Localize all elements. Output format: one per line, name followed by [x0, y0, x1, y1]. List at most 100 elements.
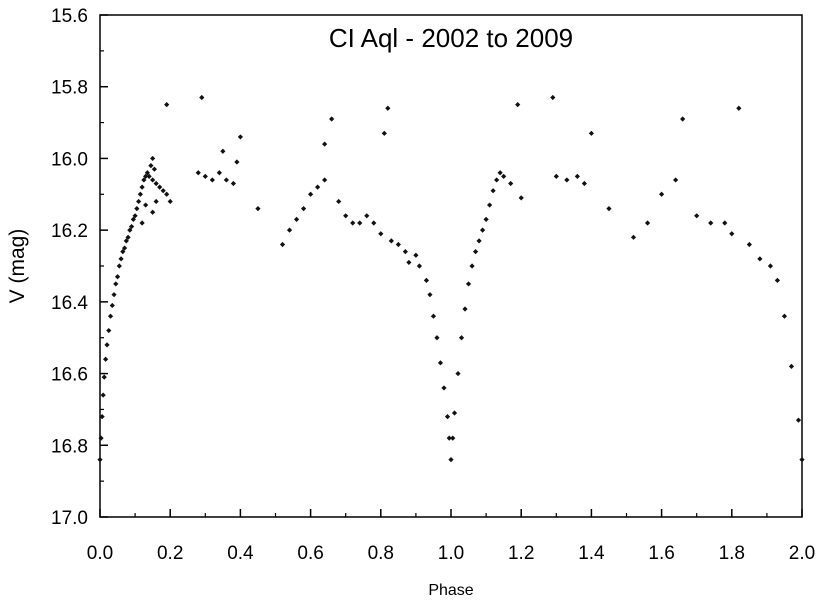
data-point	[515, 102, 521, 108]
data-point	[350, 220, 356, 226]
data-point	[767, 263, 774, 269]
data-point	[385, 105, 391, 111]
x-tick-label: 1.8	[719, 543, 745, 564]
data-point	[606, 206, 612, 212]
data-point	[781, 313, 788, 319]
data-point	[553, 173, 559, 179]
data-point	[101, 374, 107, 380]
data-point	[364, 213, 370, 219]
data-point	[136, 198, 142, 205]
data-point	[508, 180, 514, 187]
data-point	[450, 435, 456, 441]
data-point	[434, 335, 440, 341]
data-point	[483, 216, 489, 222]
data-point	[518, 195, 524, 201]
data-point	[123, 238, 129, 244]
data-point	[774, 277, 781, 283]
data-point	[680, 116, 686, 122]
data-point	[574, 173, 580, 179]
x-tick-label: 2.0	[789, 543, 815, 564]
x-axis-title: Phase	[428, 582, 473, 599]
data-point	[98, 435, 104, 441]
data-point	[630, 234, 637, 240]
data-point	[150, 209, 156, 215]
data-point	[99, 414, 105, 420]
data-point	[279, 241, 286, 248]
x-tick-label: 1.2	[508, 543, 534, 564]
data-point	[286, 227, 293, 233]
y-axis-title: V (mag)	[6, 229, 29, 304]
y-tick-label: 17.0	[51, 508, 88, 529]
x-tick-label: 0.8	[368, 543, 394, 564]
data-point	[448, 457, 454, 463]
data-point	[494, 177, 500, 183]
data-point	[476, 238, 482, 244]
data-point	[153, 180, 159, 187]
data-point	[116, 263, 122, 269]
data-point	[315, 184, 321, 190]
data-point	[202, 173, 208, 179]
data-point	[322, 141, 328, 147]
data-point	[446, 435, 452, 441]
data-point	[795, 417, 802, 423]
data-point	[430, 313, 437, 319]
data-point	[588, 130, 594, 136]
data-point	[722, 220, 728, 226]
data-point	[139, 184, 145, 190]
data-point	[128, 223, 135, 230]
y-tick-label: 16.2	[51, 221, 88, 242]
data-point	[167, 198, 173, 205]
data-point	[413, 252, 419, 258]
x-tick-label: 0.4	[227, 543, 254, 564]
data-point	[199, 94, 205, 101]
data-point	[550, 94, 556, 101]
data-points	[97, 94, 805, 463]
data-point	[402, 249, 408, 255]
y-tick-label: 16.6	[51, 365, 88, 386]
data-point	[195, 170, 201, 176]
data-point	[329, 116, 335, 122]
data-point	[220, 148, 226, 154]
data-point	[160, 188, 166, 194]
data-point	[487, 202, 493, 208]
data-point	[146, 173, 152, 179]
data-point	[100, 392, 106, 398]
data-point	[788, 363, 795, 369]
data-point	[308, 191, 314, 197]
data-point	[144, 170, 150, 176]
data-point	[441, 385, 447, 391]
data-point	[237, 134, 243, 140]
data-point	[673, 177, 679, 183]
data-point	[293, 216, 300, 222]
data-point	[336, 198, 342, 205]
data-point	[581, 180, 587, 187]
data-point	[564, 177, 570, 183]
y-axis: 15.6 15.8 16.0 16.2 16.4 16.6 16.8 17.0	[51, 6, 108, 529]
data-point	[300, 206, 307, 212]
data-point	[322, 177, 328, 183]
y-tick-label: 15.8	[51, 78, 88, 99]
data-point	[378, 231, 384, 237]
y-tick-label: 15.6	[51, 6, 88, 27]
data-point	[118, 256, 124, 262]
data-point	[388, 238, 394, 244]
data-point	[230, 180, 236, 187]
data-point	[736, 105, 742, 111]
data-point	[104, 342, 110, 348]
data-point	[659, 191, 665, 197]
data-point	[423, 277, 430, 283]
data-point	[111, 292, 117, 298]
x-tick-label: 0.6	[297, 543, 323, 564]
data-point	[501, 173, 507, 179]
data-point	[109, 302, 115, 309]
data-point	[381, 130, 387, 136]
data-point	[120, 249, 126, 255]
data-point	[114, 274, 121, 280]
data-point	[150, 177, 156, 183]
data-point	[757, 256, 763, 262]
y-tick-label: 16.0	[51, 149, 88, 170]
data-point	[746, 241, 752, 248]
data-point	[113, 281, 119, 287]
x-tick-label: 1.4	[578, 543, 605, 564]
